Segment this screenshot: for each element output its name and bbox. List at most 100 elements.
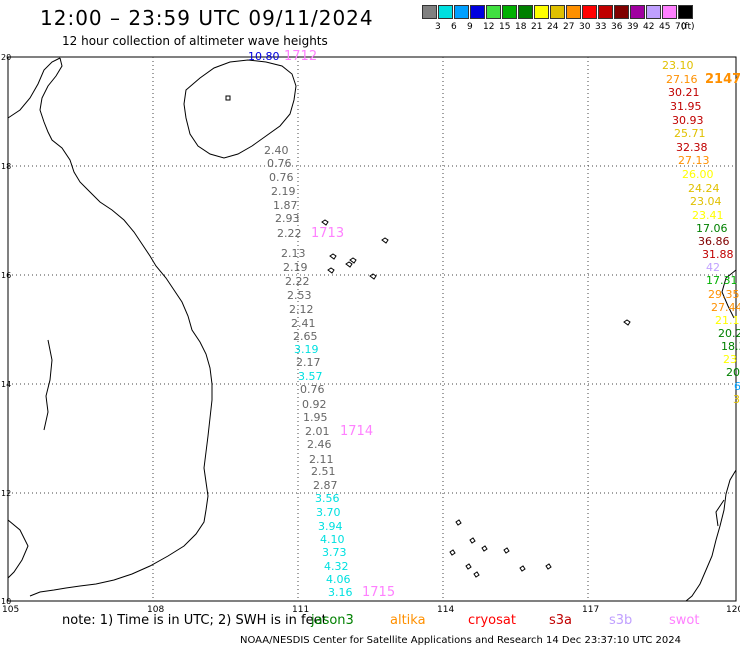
wave-height-label: 2.46 [307, 438, 332, 451]
wave-height-label: 2.41 [291, 317, 316, 330]
footer-note: note: 1) Time is in UTC; 2) SWH is in fe… [62, 613, 327, 628]
wave-height-label: 29.35 [708, 288, 740, 301]
wave-height-label: 3.94 [318, 520, 343, 533]
wave-height-label: 25.71 [674, 127, 706, 140]
legend-swatch [502, 5, 517, 19]
wave-height-label: 2.19 [271, 185, 296, 198]
wave-height-label: 2.19 [283, 261, 308, 274]
lon-label: 117 [582, 605, 599, 615]
wave-height-label: 23.41 [692, 209, 724, 222]
wave-height-label: 2.53 [287, 289, 312, 302]
islet [503, 547, 510, 554]
wave-height-label: 31.95 [670, 100, 702, 113]
legend-label: 15 [499, 22, 511, 32]
island-feature [225, 95, 231, 101]
legend-swatch [630, 5, 645, 19]
coastline-cambodia [7, 519, 29, 579]
legend-swatch [518, 5, 533, 19]
islet [455, 519, 462, 526]
wave-height-label: 21.1 [715, 314, 740, 327]
wave-height-label: 31.88 [702, 248, 734, 261]
legend-swatch [678, 5, 693, 19]
islet [519, 565, 526, 572]
wave-height-label: 30.93 [672, 114, 704, 127]
legend-swatch [486, 5, 501, 19]
wave-height-label: 1.95 [303, 411, 328, 424]
lon-label: 114 [437, 605, 454, 615]
wave-height-label: 27.16 [666, 73, 698, 86]
pass-time-label: 1712 [284, 49, 317, 64]
wave-height-label: 23 [723, 353, 737, 366]
islet [349, 257, 357, 264]
legend-label: 70 [675, 22, 687, 32]
wave-height-label: 0.76 [269, 171, 294, 184]
islet [469, 537, 476, 544]
legend-swatch [454, 5, 469, 19]
legend-label: 33 [595, 22, 607, 32]
wave-height-label: 42 [706, 261, 720, 274]
coastline-philippines [685, 269, 737, 602]
pass-time-label: 2147 [705, 72, 740, 87]
wave-height-label: 3.57 [298, 370, 323, 383]
islet [481, 545, 488, 552]
wave-height-label: 2.01 [305, 425, 330, 438]
lat-label: 20 [1, 53, 11, 62]
legend-label: 39 [627, 22, 639, 32]
legend-swatch [550, 5, 565, 19]
wave-height-label: 2.22 [285, 275, 310, 288]
islet [449, 549, 456, 556]
legend-label: 45 [659, 22, 671, 32]
legend-unit: (ft) [681, 22, 695, 32]
wave-height-label: 6 [734, 380, 740, 393]
lat-label: 16 [1, 271, 11, 280]
legend-label: 6 [451, 22, 457, 32]
satellite-label: jason3 [311, 613, 354, 628]
wave-height-label: 27.44 [711, 301, 740, 314]
legend-swatch [470, 5, 485, 19]
legend-swatch [662, 5, 677, 19]
wave-height-label: 2.51 [311, 465, 336, 478]
credit-line: NOAA/NESDIS Center for Satellite Applica… [240, 635, 682, 646]
wave-height-label: 4.06 [326, 573, 351, 586]
legend-swatch [598, 5, 613, 19]
wave-height-label: 4.10 [320, 533, 345, 546]
legend-label: 36 [611, 22, 623, 32]
legend-swatch [614, 5, 629, 19]
wave-height-label: 3 [733, 393, 740, 406]
pass-time-label: 1714 [340, 424, 373, 439]
islet [545, 563, 552, 570]
wave-height-label: 17.06 [696, 222, 728, 235]
islet [473, 571, 480, 578]
legend-label: 9 [467, 22, 473, 32]
satellite-label: s3a [549, 613, 573, 628]
lat-label: 18 [1, 162, 11, 171]
wave-height-label: 3.19 [294, 343, 319, 356]
wave-height-label: 20.2 [718, 327, 740, 340]
wave-height-label: 24.24 [688, 182, 720, 195]
legend-swatch [566, 5, 581, 19]
lat-label: 10 [1, 597, 11, 606]
wave-height-label: 2.93 [275, 212, 300, 225]
lat-label: 12 [1, 489, 11, 498]
legend-label: 3 [435, 22, 441, 32]
island-hainan [183, 59, 297, 159]
wave-height-label: 2.22 [277, 227, 302, 240]
legend-label: 27 [563, 22, 575, 32]
islet [321, 219, 329, 226]
wave-height-label: 10.80 [248, 50, 280, 63]
wave-height-label: 18.3 [721, 340, 740, 353]
lat-label: 14 [1, 380, 11, 389]
wave-height-label: 0.76 [267, 157, 292, 170]
wave-height-label: 0.76 [300, 383, 325, 396]
wave-height-label: 30.21 [668, 86, 700, 99]
inland-lake [43, 339, 53, 431]
islet [623, 319, 631, 326]
wave-height-label: 2.12 [289, 303, 314, 316]
wave-height-label: 2.11 [309, 453, 334, 466]
wave-height-label: 20 [726, 366, 740, 379]
satellite-label: swot [669, 613, 700, 628]
color-legend [422, 5, 694, 19]
wave-height-label: 4.32 [324, 560, 349, 573]
pass-time-label: 1715 [362, 585, 395, 600]
